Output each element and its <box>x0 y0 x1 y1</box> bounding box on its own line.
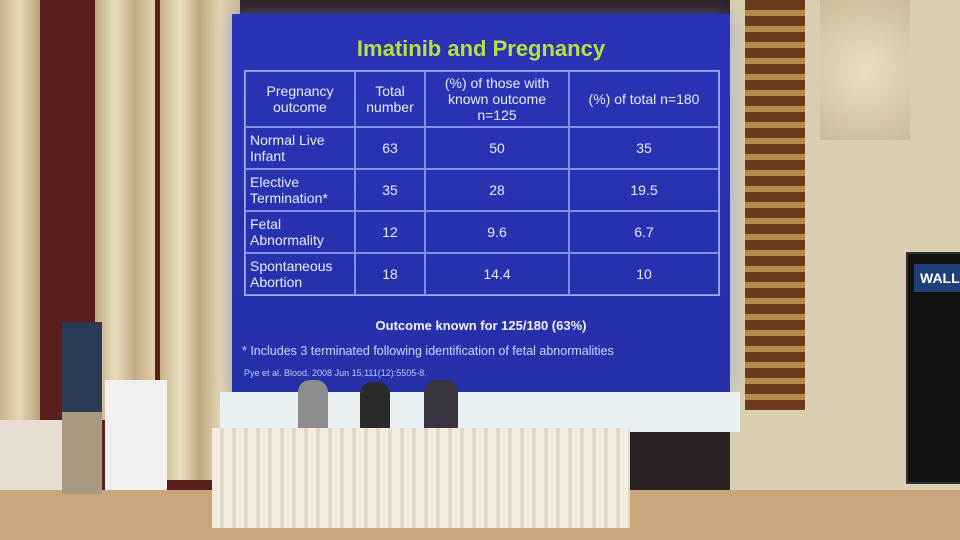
row-label: Normal Live Infant <box>245 127 355 169</box>
header-cell: (%) of total n=180 <box>569 71 719 127</box>
row-label: Fetal Abnormality <box>245 211 355 253</box>
citation: Pye et al. Blood. 2008 Jun 15;111(12):55… <box>244 368 427 378</box>
table-cell: 35 <box>569 127 719 169</box>
header-cell: Total number <box>355 71 425 127</box>
table-cell: 18 <box>355 253 425 295</box>
side-screen: WALL <box>906 252 960 484</box>
podium <box>105 380 167 490</box>
person <box>360 382 390 428</box>
tablecloth <box>212 428 630 528</box>
table-cell: 10 <box>569 253 719 295</box>
table-cell: 19.5 <box>569 169 719 211</box>
person <box>298 380 328 428</box>
table-cell: 35 <box>355 169 425 211</box>
table-cell: 63 <box>355 127 425 169</box>
table-cell: 9.6 <box>425 211 569 253</box>
row-label: Spontaneous Abortion <box>245 253 355 295</box>
table: Pregnancy outcome Total number (%) of thos… <box>244 70 720 296</box>
slide-title: Imatinib and Pregnancy <box>356 36 606 61</box>
summary: Outcome known for 125/180 (63%) <box>375 318 587 333</box>
table <box>0 420 62 490</box>
curtain <box>0 0 40 500</box>
curtain <box>95 0 155 420</box>
pillar <box>745 0 805 410</box>
table-cell: 12 <box>355 211 425 253</box>
table-cell: 14.4 <box>425 253 569 295</box>
header-cell: (%) of those with known outcome n=125 <box>425 71 569 127</box>
person <box>424 380 458 428</box>
speaker <box>62 322 102 494</box>
side-screen-title: WALL <box>914 264 960 292</box>
table-cell: 50 <box>425 127 569 169</box>
table-cell: 6.7 <box>569 211 719 253</box>
table-cell: 28 <box>425 169 569 211</box>
footnote: * Includes 3 terminated following identi… <box>242 344 614 358</box>
projection-screen: Imatinib and Pregnancy Pregnancy outcome… <box>232 14 730 392</box>
ornament <box>820 0 910 140</box>
header-cell: Pregnancy outcome <box>245 71 355 127</box>
row-label: Elective Termination* <box>245 169 355 211</box>
